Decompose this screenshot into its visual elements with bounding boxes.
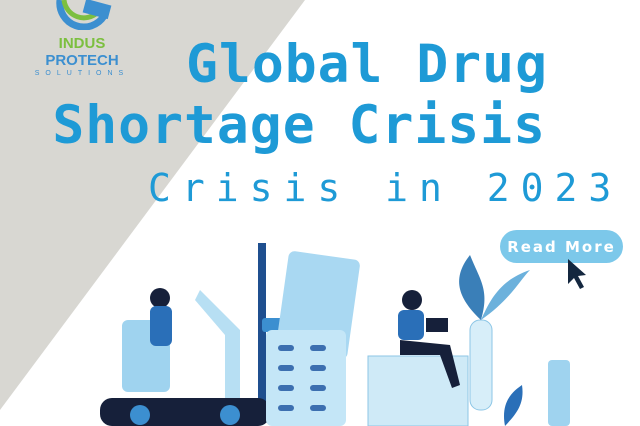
logo-word-protech: PROTECH xyxy=(45,52,119,69)
forklift-illustration xyxy=(100,243,298,426)
subtitle: Crisis in 2023 xyxy=(148,166,623,210)
logo-subtitle: SOLUTIONS xyxy=(34,70,130,77)
scientist-with-laptop-illustration xyxy=(367,290,469,426)
company-logo: INDUS PROTECH SOLUTIONS xyxy=(22,0,142,77)
title-line-1: Global Drug xyxy=(186,34,548,95)
title-line-2: Shortage Crisis xyxy=(52,95,546,156)
cursor-arrow-icon xyxy=(568,259,586,289)
read-more-button[interactable]: Read More xyxy=(500,230,623,263)
logo-word-indus: INDUS xyxy=(58,35,106,52)
logo-mark-icon xyxy=(56,0,112,31)
plant-test-tube-illustration xyxy=(459,255,570,426)
pill-blister-pack xyxy=(266,251,360,426)
